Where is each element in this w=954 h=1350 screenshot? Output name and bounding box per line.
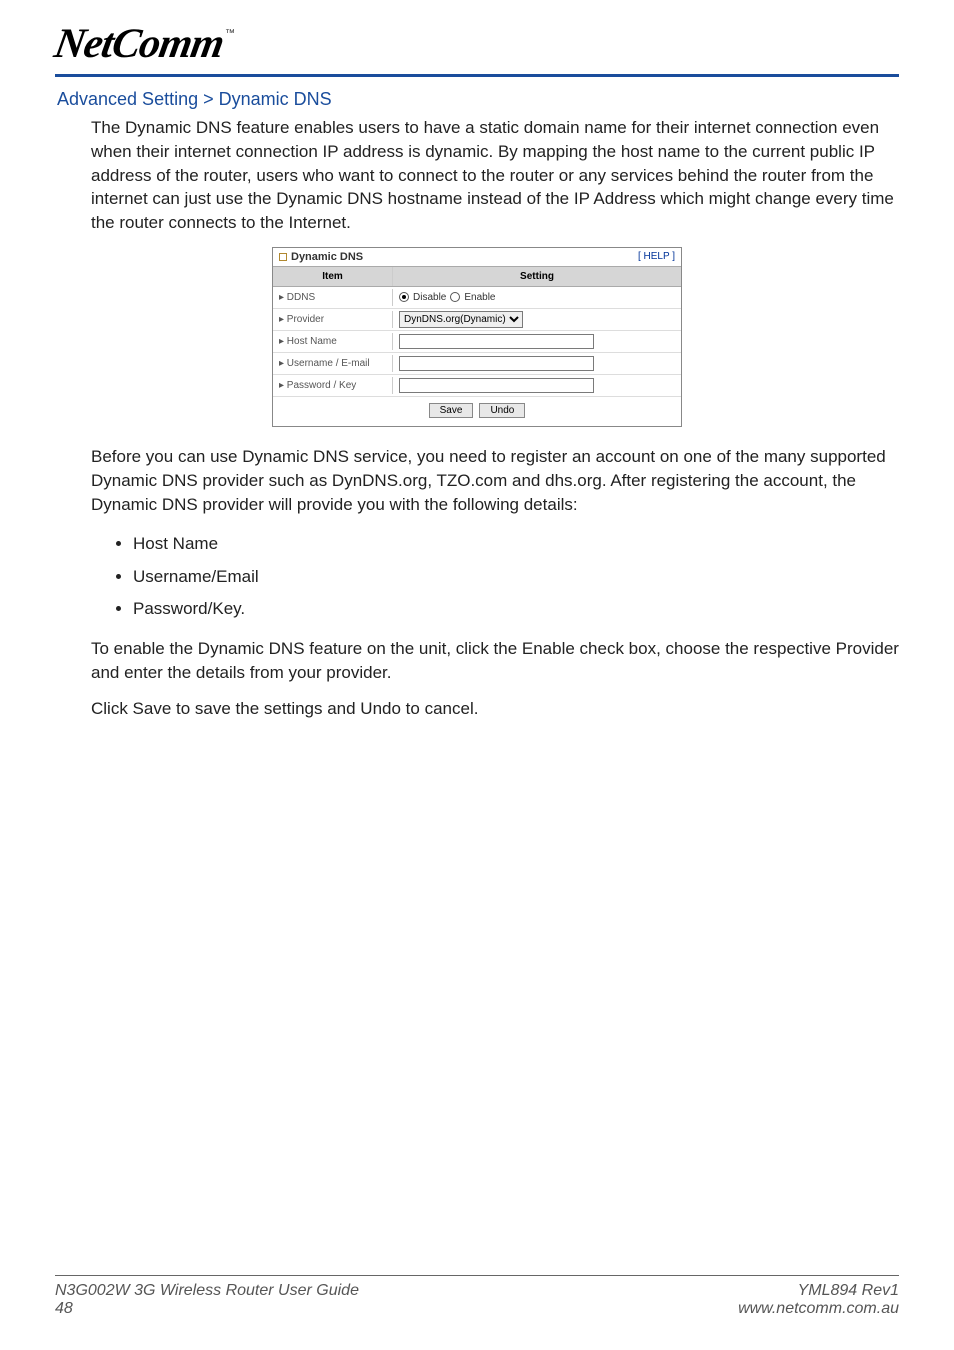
brand-logo: NetComm xyxy=(51,20,227,68)
panel-icon xyxy=(279,253,287,261)
panel-title: Dynamic DNS xyxy=(291,251,363,263)
dynamic-dns-panel: Dynamic DNS [ HELP ] Item Setting ▸ DDNS… xyxy=(272,247,682,427)
row-provider: ▸ Provider DynDNS.org(Dynamic) xyxy=(273,309,681,331)
footer-url: www.netcomm.com.au xyxy=(738,1300,899,1318)
panel-button-row: Save Undo xyxy=(273,397,681,426)
column-header-item: Item xyxy=(273,267,393,286)
row-username: ▸ Username / E-mail xyxy=(273,353,681,375)
paragraph-4: Click Save to save the settings and Undo… xyxy=(91,697,899,721)
table-header-row: Item Setting xyxy=(273,267,681,287)
intro-paragraph: The Dynamic DNS feature enables users to… xyxy=(91,116,899,235)
details-list: Host Name Username/Email Password/Key. xyxy=(91,528,899,625)
page-footer: N3G002W 3G Wireless Router User Guide 48… xyxy=(55,1275,899,1318)
provider-select[interactable]: DynDNS.org(Dynamic) xyxy=(399,311,523,328)
radio-enable-label: Enable xyxy=(464,292,495,303)
column-header-setting: Setting xyxy=(393,267,681,286)
footer-revision: YML894 Rev1 xyxy=(738,1282,899,1300)
password-input[interactable] xyxy=(399,378,594,393)
row-password: ▸ Password / Key xyxy=(273,375,681,397)
config-screenshot: Dynamic DNS [ HELP ] Item Setting ▸ DDNS… xyxy=(55,247,899,427)
footer-page-number: 48 xyxy=(55,1300,359,1318)
label-username: ▸ Username / E-mail xyxy=(273,355,393,372)
radio-enable[interactable] xyxy=(450,292,460,302)
paragraph-3: To enable the Dynamic DNS feature on the… xyxy=(91,637,899,685)
trademark-symbol: ™ xyxy=(225,28,235,39)
label-password: ▸ Password / Key xyxy=(273,377,393,394)
undo-button[interactable]: Undo xyxy=(479,403,525,418)
save-button[interactable]: Save xyxy=(429,403,474,418)
label-hostname: ▸ Host Name xyxy=(273,333,393,350)
row-hostname: ▸ Host Name xyxy=(273,331,681,353)
label-ddns: ▸ DDNS xyxy=(273,289,393,306)
help-link[interactable]: [ HELP ] xyxy=(638,251,675,262)
radio-disable-label: Disable xyxy=(413,292,446,303)
list-item: Host Name xyxy=(133,528,899,560)
list-item: Username/Email xyxy=(133,561,899,593)
row-ddns: ▸ DDNS Disable Enable xyxy=(273,287,681,309)
username-input[interactable] xyxy=(399,356,594,371)
breadcrumb: Advanced Setting > Dynamic DNS xyxy=(57,89,899,110)
paragraph-2: Before you can use Dynamic DNS service, … xyxy=(91,445,899,516)
label-provider: ▸ Provider xyxy=(273,311,393,328)
panel-titlebar: Dynamic DNS [ HELP ] xyxy=(273,248,681,267)
footer-guide-title: N3G002W 3G Wireless Router User Guide xyxy=(55,1282,359,1300)
list-item: Password/Key. xyxy=(133,593,899,625)
radio-disable[interactable] xyxy=(399,292,409,302)
logo-header: NetComm™ xyxy=(55,20,899,77)
hostname-input[interactable] xyxy=(399,334,594,349)
